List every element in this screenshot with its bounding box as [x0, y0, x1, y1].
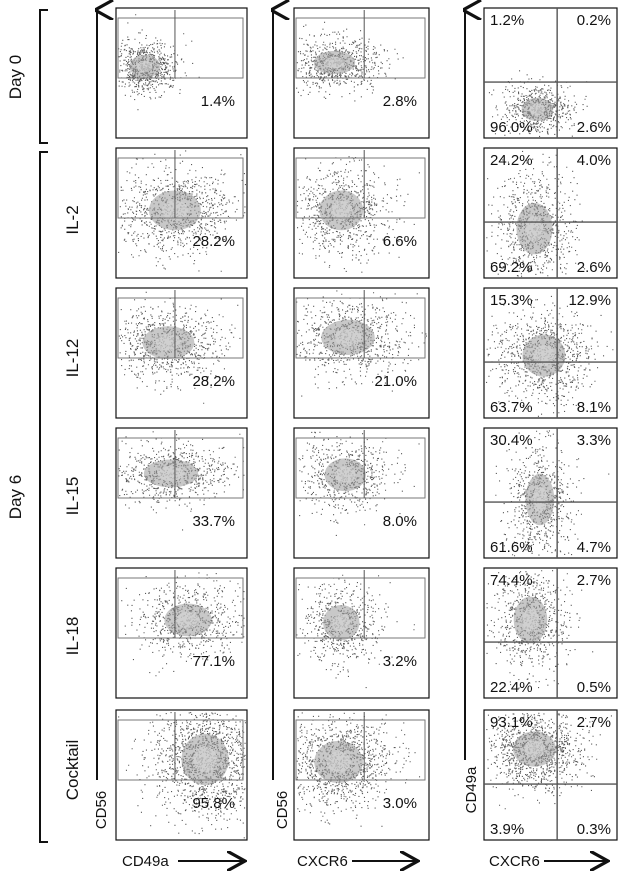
quadrant-upper-right-label: 0.2%	[577, 12, 611, 29]
panel-row0-col3: 1.2% 0.2% 96.0% 2.6%	[483, 7, 618, 139]
panel-row5-col1: 95.8%	[115, 709, 248, 841]
gate-percent-label: 95.8%	[192, 795, 235, 812]
row-label-il2: IL-2	[63, 205, 82, 234]
quadrant-lower-left-label: 3.9%	[490, 821, 524, 838]
panel-row4-col3: 74.4% 2.7% 22.4% 0.5%	[483, 567, 618, 699]
gate-percent-label: 3.0%	[383, 795, 417, 812]
gate-percent-label: 28.2%	[192, 233, 235, 250]
gate-percent-label: 28.2%	[192, 373, 235, 390]
gate-percent-label: 77.1%	[192, 653, 235, 670]
quadrant-upper-left-label: 93.1%	[490, 714, 533, 731]
quadrant-lower-left-label: 63.7%	[490, 399, 533, 416]
row-label-il12: IL-12	[63, 339, 82, 378]
gate-box	[117, 17, 244, 79]
panels: 1.4% 2.8% 1.2% 0.2% 96.0% 2.6% 28.2% 6.6% 24.2% 4…	[115, 7, 618, 841]
panel-row1-col1: 28.2%	[115, 147, 248, 279]
quadrant-lower-left-label: 61.6%	[490, 539, 533, 556]
gate-box	[117, 577, 244, 639]
quadrant-lower-right-label: 2.6%	[577, 119, 611, 136]
gate-box	[295, 157, 426, 219]
quadrant-lower-left-label: 96.0%	[490, 119, 533, 136]
gate-box	[295, 297, 426, 359]
gate-percent-label: 1.4%	[201, 93, 235, 110]
row-label-il15: IL-15	[63, 477, 82, 516]
group-bracket-day0	[39, 9, 48, 144]
group-label-day0: Day 0	[6, 55, 25, 99]
gate-box	[295, 17, 426, 79]
col1-y-axis-label: CD56	[93, 791, 110, 829]
quadrant-upper-left-label: 30.4%	[490, 432, 533, 449]
quadrant-upper-right-label: 3.3%	[577, 432, 611, 449]
quadrant-lower-right-label: 2.6%	[577, 259, 611, 276]
gate-percent-label: 21.0%	[374, 373, 417, 390]
gate-box	[295, 719, 426, 781]
panel-row3-col2: 8.0%	[293, 427, 430, 559]
panel-row5-col2: 3.0%	[293, 709, 430, 841]
quadrant-upper-right-label: 2.7%	[577, 714, 611, 731]
panel-row3-col3: 30.4% 3.3% 61.6% 4.7%	[483, 427, 618, 559]
col3-x-axis-label: CXCR6	[489, 853, 540, 870]
quadrant-upper-right-label: 4.0%	[577, 152, 611, 169]
quadrant-upper-right-label: 2.7%	[577, 572, 611, 589]
quadrant-upper-left-label: 15.3%	[490, 292, 533, 309]
panel-row3-col1: 33.7%	[115, 427, 248, 559]
panel-row4-col2: 3.2%	[293, 567, 430, 699]
gate-percent-label: 8.0%	[383, 513, 417, 530]
group-bracket-day6	[39, 151, 48, 843]
panel-row0-col1: 1.4%	[115, 7, 248, 139]
panel-row2-col1: 28.2%	[115, 287, 248, 419]
row-label-il18: IL-18	[63, 617, 82, 656]
gate-percent-label: 6.6%	[383, 233, 417, 250]
col3-y-axis-label: CD49a	[463, 766, 480, 813]
panel-row2-col3: 15.3% 12.9% 63.7% 8.1%	[483, 287, 618, 419]
gate-percent-label: 2.8%	[383, 93, 417, 110]
col2-y-axis-label: CD56	[274, 791, 291, 829]
quadrant-upper-right-label: 12.9%	[568, 292, 611, 309]
quadrant-lower-right-label: 0.5%	[577, 679, 611, 696]
quadrant-upper-left-label: 1.2%	[490, 12, 524, 29]
quadrant-lower-right-label: 0.3%	[577, 821, 611, 838]
panel-row1-col2: 6.6%	[293, 147, 430, 279]
quadrant-lower-right-label: 8.1%	[577, 399, 611, 416]
quadrant-lower-left-label: 22.4%	[490, 679, 533, 696]
gate-box	[117, 719, 244, 781]
gate-percent-label: 33.7%	[192, 513, 235, 530]
gate-box	[117, 157, 244, 219]
quadrant-lower-right-label: 4.7%	[577, 539, 611, 556]
gate-box	[295, 437, 426, 499]
gate-box	[117, 437, 244, 499]
quadrant-lower-left-label: 69.2%	[490, 259, 533, 276]
col1-x-axis-label: CD49a	[122, 853, 169, 870]
group-label-day6: Day 6	[6, 475, 25, 519]
col2-x-axis-label: CXCR6	[297, 853, 348, 870]
panel-row2-col2: 21.0%	[293, 287, 430, 419]
gate-percent-label: 3.2%	[383, 653, 417, 670]
gate-box	[295, 577, 426, 639]
panel-row4-col1: 77.1%	[115, 567, 248, 699]
row-label-cocktail: Cocktail	[63, 740, 82, 800]
quadrant-upper-left-label: 74.4%	[490, 572, 533, 589]
quadrant-upper-left-label: 24.2%	[490, 152, 533, 169]
gate-box	[117, 297, 244, 359]
panel-row1-col3: 24.2% 4.0% 69.2% 2.6%	[483, 147, 618, 279]
panel-row0-col2: 2.8%	[293, 7, 430, 139]
panel-row5-col3: 93.1% 2.7% 3.9% 0.3%	[483, 709, 618, 841]
